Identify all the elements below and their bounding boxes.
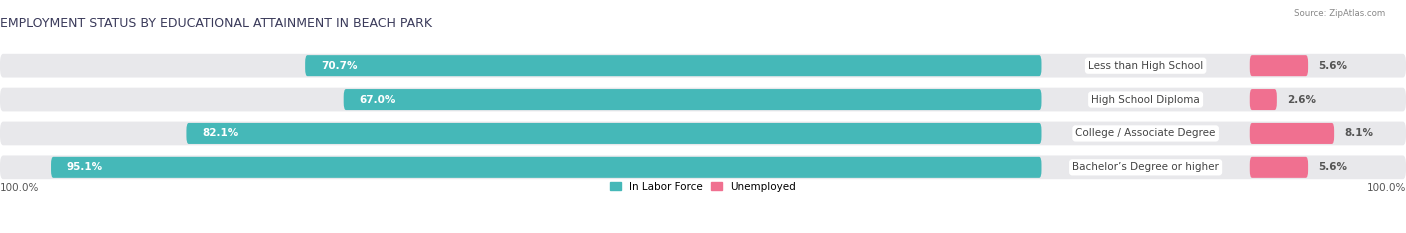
FancyBboxPatch shape [0,54,1406,78]
FancyBboxPatch shape [0,155,1406,179]
Text: 100.0%: 100.0% [0,183,39,193]
FancyBboxPatch shape [343,89,1042,110]
Text: Less than High School: Less than High School [1088,61,1204,71]
Text: 8.1%: 8.1% [1344,128,1374,138]
Text: 5.6%: 5.6% [1319,162,1347,172]
Text: 95.1%: 95.1% [66,162,103,172]
FancyBboxPatch shape [0,122,1406,145]
FancyBboxPatch shape [51,157,1042,178]
FancyBboxPatch shape [187,123,1042,144]
FancyBboxPatch shape [1250,123,1334,144]
FancyBboxPatch shape [0,88,1406,111]
Text: 100.0%: 100.0% [1367,183,1406,193]
Text: College / Associate Degree: College / Associate Degree [1076,128,1216,138]
FancyBboxPatch shape [1250,157,1308,178]
FancyBboxPatch shape [305,55,1042,76]
Text: 2.6%: 2.6% [1288,95,1316,105]
Text: 70.7%: 70.7% [321,61,357,71]
Text: High School Diploma: High School Diploma [1091,95,1199,105]
FancyBboxPatch shape [1250,89,1277,110]
Text: Source: ZipAtlas.com: Source: ZipAtlas.com [1294,9,1385,18]
Text: Bachelor’s Degree or higher: Bachelor’s Degree or higher [1073,162,1219,172]
Text: 82.1%: 82.1% [202,128,238,138]
Text: 67.0%: 67.0% [360,95,395,105]
Text: EMPLOYMENT STATUS BY EDUCATIONAL ATTAINMENT IN BEACH PARK: EMPLOYMENT STATUS BY EDUCATIONAL ATTAINM… [0,17,432,30]
Legend: In Labor Force, Unemployed: In Labor Force, Unemployed [610,182,796,192]
Text: 5.6%: 5.6% [1319,61,1347,71]
FancyBboxPatch shape [1250,55,1308,76]
